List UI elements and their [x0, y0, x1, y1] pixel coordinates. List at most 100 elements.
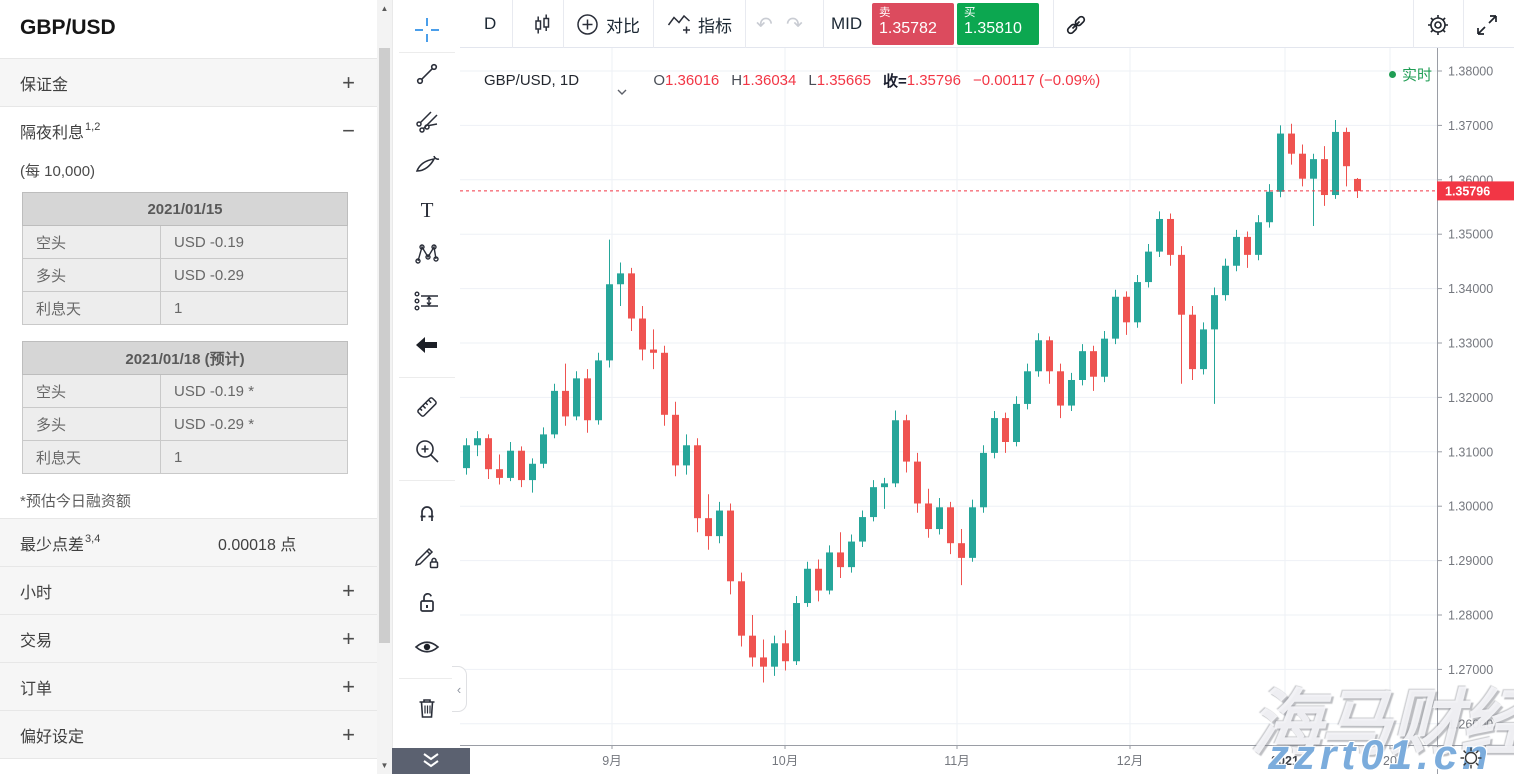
- indicators-button[interactable]: 指标: [667, 0, 732, 48]
- min-spread-label: 最少点差3,4: [20, 533, 101, 554]
- section-hours[interactable]: 小时 +: [0, 566, 377, 614]
- svg-text:1.27000: 1.27000: [1448, 663, 1493, 677]
- scrollbar-thumb[interactable]: [379, 48, 390, 643]
- table-row: 空头 USD -0.19: [22, 225, 348, 259]
- overnight-table-current: 2021/01/15 空头 USD -0.19 多头 USD -0.29 利息天…: [22, 192, 348, 325]
- min-spread-row: 最少点差3,4 0.00018 点: [0, 518, 377, 566]
- brush-icon[interactable]: [413, 152, 441, 180]
- symbol-interval-label[interactable]: GBP/USD, 1D: [484, 71, 580, 89]
- indicator-zigzag-icon: [667, 14, 691, 34]
- overnight-table-estimate: 2021/01/18 (预计) 空头 USD -0.19 * 多头 USD -0…: [22, 341, 348, 474]
- expand-icon[interactable]: +: [342, 625, 355, 651]
- svg-text:1.32000: 1.32000: [1448, 391, 1493, 405]
- remove-drawings-trash-icon[interactable]: [413, 694, 441, 722]
- section-trading[interactable]: 交易 +: [0, 614, 377, 662]
- candlestick-style-icon[interactable]: [530, 13, 554, 42]
- divider: [1053, 0, 1054, 48]
- candlestick-chart-canvas[interactable]: 1.380001.370001.360001.350001.340001.330…: [460, 0, 1514, 774]
- link-chart-icon[interactable]: [1064, 13, 1088, 42]
- circle-plus-icon: [577, 13, 598, 35]
- expand-icon[interactable]: +: [342, 673, 355, 699]
- divider: [512, 0, 513, 48]
- divider: [399, 678, 455, 679]
- svg-text:1.35796: 1.35796: [1445, 184, 1490, 198]
- undo-icon[interactable]: ↶: [756, 13, 773, 36]
- svg-text:9月: 9月: [602, 754, 621, 768]
- expand-icon[interactable]: +: [342, 721, 355, 747]
- fullscreen-icon[interactable]: [1475, 13, 1499, 42]
- realtime-badge: 实时: [1388, 64, 1432, 85]
- svg-text:11月: 11月: [944, 754, 969, 768]
- change-value: −0.00117 (−0.09%): [972, 71, 1101, 89]
- svg-text:2021: 2021: [1271, 754, 1299, 768]
- buy-button[interactable]: 买 1.35810: [957, 3, 1039, 45]
- sidebar-scrollbar[interactable]: ▲ ▼: [377, 0, 392, 774]
- table-row: 利息天 1: [22, 440, 348, 474]
- hide-drawings-eye-icon[interactable]: [413, 633, 441, 661]
- sell-button[interactable]: 卖 1.35782: [872, 3, 954, 45]
- svg-text:T: T: [421, 198, 434, 222]
- svg-text:20: 20: [1383, 754, 1397, 768]
- ruler-icon[interactable]: [413, 393, 441, 421]
- projection-icon[interactable]: [413, 287, 441, 315]
- svg-text:12月: 12月: [1117, 754, 1143, 768]
- chart-toolbar: D 对比 指标 ↶ ↷ MID: [460, 0, 1514, 48]
- table-header-date: 2021/01/18 (预计): [22, 341, 348, 375]
- instrument-sidebar: GBP/USD 保证金 + 隔夜利息1,2 − (每 10,000) 2021/…: [0, 0, 392, 774]
- trend-line-icon[interactable]: [413, 60, 441, 88]
- overnight-unit-note: (每 10,000): [20, 163, 96, 180]
- magnet-icon[interactable]: [413, 498, 441, 526]
- settings-gear-icon[interactable]: [1426, 13, 1450, 42]
- sell-price: 1.35782: [879, 20, 937, 38]
- pitchfork-icon[interactable]: [413, 107, 441, 135]
- expand-icon[interactable]: +: [342, 69, 355, 95]
- svg-text:1.34000: 1.34000: [1448, 282, 1493, 296]
- expand-icon[interactable]: +: [342, 577, 355, 603]
- divider: [1463, 0, 1464, 48]
- svg-text:1.31000: 1.31000: [1448, 445, 1493, 459]
- section-preferences[interactable]: 偏好设定 +: [0, 710, 377, 758]
- scroll-down-icon[interactable]: ▼: [380, 761, 389, 770]
- chart-panel: 1.38000 1.37000 1.36000 1.35000 1.34000 1.330…: [460, 0, 1514, 774]
- redo-icon[interactable]: ↷: [786, 13, 803, 36]
- table-row: 利息天 1: [22, 291, 348, 325]
- xabcd-pattern-icon[interactable]: [413, 240, 441, 268]
- compare-button[interactable]: 对比: [576, 0, 640, 48]
- scroll-up-icon[interactable]: ▲: [380, 4, 389, 13]
- svg-text:1.37000: 1.37000: [1448, 119, 1493, 133]
- collapse-toolbar-button[interactable]: [392, 748, 470, 774]
- min-spread-value: 0.00018 点: [218, 536, 297, 554]
- buy-label: 买: [964, 7, 976, 19]
- low-value: 1.35665: [816, 71, 871, 89]
- table-row: 空头 USD -0.19 *: [22, 374, 348, 408]
- crosshair-cursor-icon[interactable]: [413, 16, 441, 44]
- section-overnight[interactable]: 隔夜利息1,2 −: [0, 106, 377, 154]
- divider: [653, 0, 654, 48]
- unlock-icon[interactable]: [413, 588, 441, 616]
- divider: [399, 480, 455, 481]
- collapse-icon[interactable]: −: [342, 117, 355, 143]
- svg-text:1.38000: 1.38000: [1448, 65, 1493, 79]
- table-row: 多头 USD -0.29: [22, 258, 348, 292]
- section-orders[interactable]: 订单 +: [0, 662, 377, 710]
- high-value: 1.36034: [742, 71, 797, 89]
- divider: [745, 0, 746, 48]
- section-margin[interactable]: 保证金 +: [0, 58, 377, 106]
- svg-text:1.30000: 1.30000: [1448, 500, 1493, 514]
- mid-price-mode-label[interactable]: MID: [831, 14, 863, 33]
- text-tool-icon[interactable]: T: [413, 196, 441, 224]
- divider: [399, 52, 455, 53]
- svg-text:1.26000: 1.26000: [1448, 717, 1493, 731]
- divider: [1413, 0, 1414, 48]
- chevron-down-icon[interactable]: [584, 65, 627, 99]
- open-value: 1.36016: [665, 71, 720, 89]
- toolbar-collapse-handle[interactable]: ‹: [452, 666, 467, 712]
- close-value: 1.35796: [906, 71, 961, 89]
- zoom-in-icon[interactable]: [413, 437, 441, 465]
- interval-button[interactable]: D: [484, 14, 497, 33]
- arrow-tool-icon[interactable]: [413, 331, 441, 359]
- drawing-mode-lock-icon[interactable]: [413, 543, 441, 571]
- section-overnight-label: 隔夜利息1,2: [20, 121, 101, 142]
- realtime-label: 实时: [1401, 67, 1432, 84]
- table-row: 多头 USD -0.29 *: [22, 407, 348, 441]
